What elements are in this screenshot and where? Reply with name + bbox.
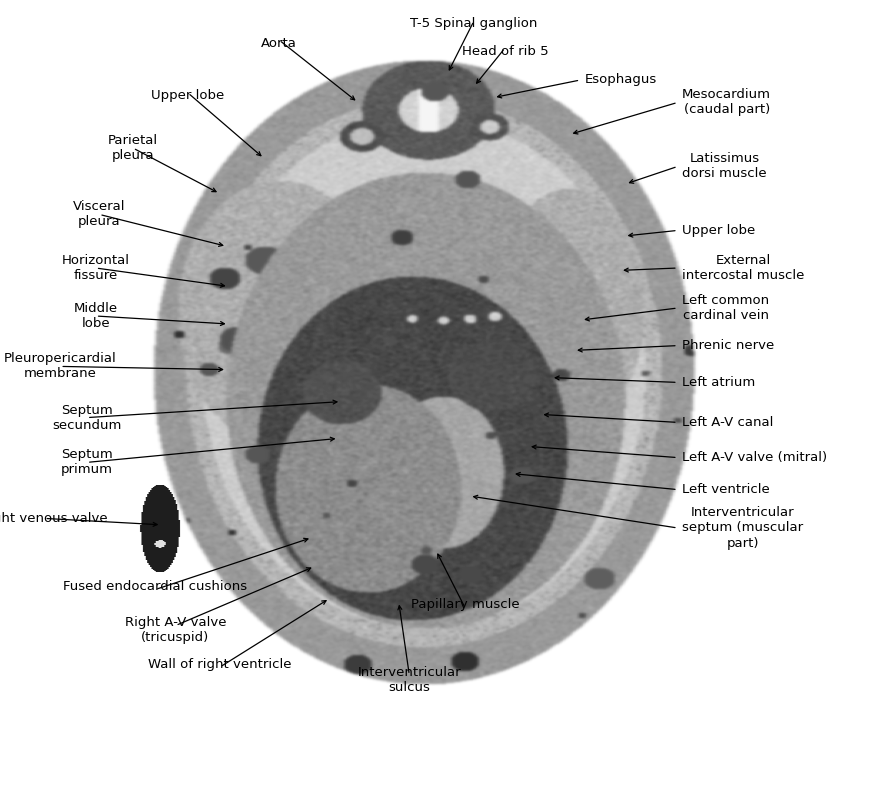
Text: Pleuropericardial
membrane: Pleuropericardial membrane	[4, 352, 117, 381]
Text: Head of rib 5: Head of rib 5	[462, 45, 548, 58]
Text: Papillary muscle: Papillary muscle	[411, 598, 519, 611]
Text: Visceral
pleura: Visceral pleura	[73, 200, 126, 229]
Text: Phrenic nerve: Phrenic nerve	[682, 339, 774, 352]
Text: Upper lobe: Upper lobe	[152, 90, 224, 102]
Text: Mesocardium
(caudal part): Mesocardium (caudal part)	[682, 88, 771, 116]
Text: Interventricular
sulcus: Interventricular sulcus	[358, 666, 461, 694]
Text: Middle
lobe: Middle lobe	[74, 302, 118, 330]
Text: Right venous valve: Right venous valve	[0, 512, 108, 525]
Text: External
intercostal muscle: External intercostal muscle	[682, 254, 804, 282]
Text: Septum
secundum: Septum secundum	[52, 403, 121, 432]
Text: Interventricular
septum (muscular
part): Interventricular septum (muscular part)	[682, 506, 804, 550]
Text: Upper lobe: Upper lobe	[682, 224, 756, 237]
Text: Wall of right ventricle: Wall of right ventricle	[148, 658, 291, 670]
Text: Horizontal
fissure: Horizontal fissure	[62, 254, 129, 282]
Text: Right A-V valve
(tricuspid): Right A-V valve (tricuspid)	[125, 616, 226, 644]
Text: Parietal
pleura: Parietal pleura	[108, 134, 158, 162]
Text: Left ventricle: Left ventricle	[682, 483, 770, 496]
Text: Left A-V valve (mitral): Left A-V valve (mitral)	[682, 451, 828, 464]
Text: Left A-V canal: Left A-V canal	[682, 416, 773, 429]
Text: Fused endocardial cushions: Fused endocardial cushions	[63, 580, 247, 593]
Text: Septum
primum: Septum primum	[61, 448, 113, 476]
Text: Latissimus
dorsi muscle: Latissimus dorsi muscle	[682, 152, 767, 180]
Text: Esophagus: Esophagus	[585, 74, 657, 86]
Text: Left common
cardinal vein: Left common cardinal vein	[682, 294, 769, 322]
Text: Aorta: Aorta	[261, 37, 297, 50]
Text: Left atrium: Left atrium	[682, 376, 756, 389]
Text: T-5 Spinal ganglion: T-5 Spinal ganglion	[410, 18, 538, 30]
